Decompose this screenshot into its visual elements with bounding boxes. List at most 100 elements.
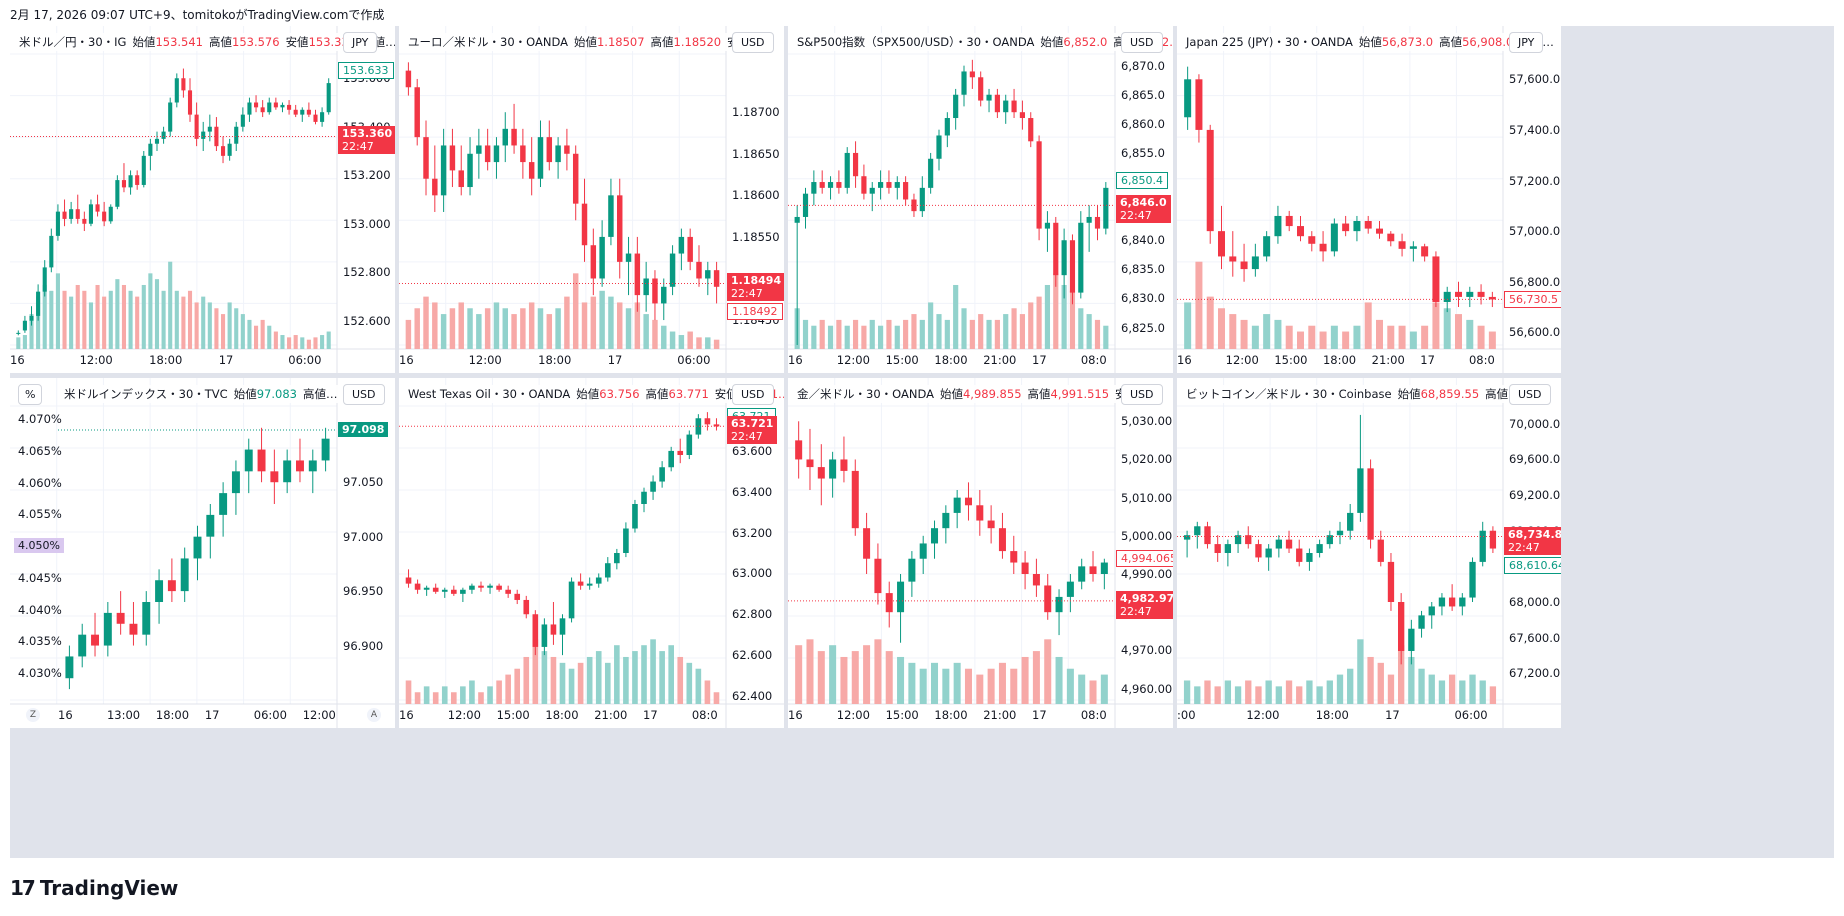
x-axis-label: 18:00 <box>545 708 579 722</box>
chart-canvas-wti <box>399 378 784 728</box>
volume-bar <box>568 668 575 704</box>
chart-title[interactable]: ビットコイン／米ドル・30・Coinbase 始値68,859.55 高値… <box>1184 385 1522 403</box>
chart-panel-eurusd[interactable]: ユーロ／米ドル・30・OANDA始値1.18507高値1.18520安値…USD… <box>399 26 784 373</box>
candle-body <box>423 137 429 179</box>
volume-bar <box>1204 680 1211 704</box>
volume-bar <box>919 668 927 704</box>
x-axis-label: 12:00 <box>836 708 870 722</box>
candle-body <box>247 102 252 115</box>
candle-body <box>432 587 439 592</box>
candle-body <box>1398 241 1406 249</box>
x-axis-label: 17 <box>643 708 658 722</box>
currency-button[interactable]: JPY <box>1509 32 1544 53</box>
volume-bar <box>964 668 972 704</box>
volume-bar <box>414 692 421 704</box>
volume-bar <box>1330 325 1338 349</box>
candle-body <box>1347 512 1354 531</box>
volume-bar <box>608 296 614 349</box>
candle-body <box>1376 228 1383 234</box>
x-axis-label: 16 <box>58 708 73 722</box>
volume-bar <box>953 284 959 349</box>
volume-bar <box>1184 302 1192 349</box>
currency-button[interactable]: USD <box>343 384 385 405</box>
volume-bar <box>541 651 548 704</box>
percent-scale-button[interactable]: % <box>18 384 43 405</box>
candle-body <box>75 209 80 219</box>
currency-button[interactable]: USD <box>732 384 774 405</box>
volume-bar <box>1032 651 1040 704</box>
candle-body <box>661 286 667 304</box>
chart-title[interactable]: 米ドル／円・30・IG 始値153.541 高値153.576 安値153.338 終値… <box>17 33 395 51</box>
candle-body <box>869 187 875 194</box>
candle-body <box>1251 256 1259 270</box>
y-axis-label: 153.000 <box>343 216 391 231</box>
candle-body <box>878 182 884 188</box>
candle-body <box>441 589 448 592</box>
currency-button[interactable]: USD <box>1509 384 1551 405</box>
chart-panel-gold[interactable]: 金／米ドル・30・OANDA始値4,989.855高値4,991.515安値…U… <box>788 378 1173 728</box>
candle-body <box>840 459 848 471</box>
chart-panel-wti[interactable]: West Texas Oil・30・OANDA 始値63.756 高値63.771 安… <box>399 378 784 728</box>
volume-bar <box>851 651 859 704</box>
candle-body <box>1443 291 1451 302</box>
zoom-button[interactable]: Z <box>26 708 40 722</box>
chart-title[interactable]: Japan 225 (JPY)・30・OANDA 始値56,873.0 高値56,9… <box>1184 33 1556 51</box>
volume-bar <box>1297 331 1304 349</box>
x-axis-label: 15:00 <box>885 353 919 367</box>
candle-body <box>978 77 984 101</box>
price-tag: 4,994.065 <box>1116 550 1173 568</box>
chart-title[interactable]: S&P500指数（SPX500/USD）・30・OANDA始値6,852.0高値… <box>795 33 1173 51</box>
candle-body <box>293 109 298 115</box>
candle-body <box>836 182 842 188</box>
chart-panel-jp225[interactable]: Japan 225 (JPY)・30・OANDA 始値56,873.0 高値56,9… <box>1177 26 1561 373</box>
x-axis-label: 16 <box>788 353 803 367</box>
volume-bar <box>928 302 934 349</box>
candle-body <box>829 459 837 479</box>
candle-body <box>484 145 491 163</box>
candle-body <box>306 109 311 115</box>
price-tag-value: 4,994.065 <box>1121 552 1173 566</box>
volume-bar <box>1194 686 1201 704</box>
volume-bar <box>1240 319 1248 349</box>
chart-title[interactable]: 米ドルインデックス・30・TVC 始値97.083 高値… <box>62 385 340 403</box>
volume-bar <box>227 302 232 349</box>
title-h-label: 高値 <box>1027 387 1051 401</box>
candle-body <box>528 162 535 179</box>
chart-title[interactable]: 金／米ドル・30・OANDA始値4,989.855高値4,991.515安値… <box>795 385 1152 403</box>
volume-bar <box>1306 680 1313 704</box>
chart-panel-usdjpy[interactable]: 米ドル／円・30・IG 始値153.541 高値153.576 安値153.338 終値… <box>10 26 395 373</box>
volume-bar <box>1044 284 1051 349</box>
chart-panel-spx[interactable]: S&P500指数（SPX500/USD）・30・OANDA始値6,852.0高値… <box>788 26 1173 373</box>
volume-bar <box>1218 308 1225 349</box>
y-left-axis-label: 4.030% <box>18 666 62 681</box>
candle-body <box>696 261 702 279</box>
y-axis-label: 57,200.0 <box>1509 173 1561 188</box>
volume-bar <box>852 319 859 349</box>
volume-bar <box>1432 302 1440 349</box>
y-left-axis-label: 4.035% <box>18 634 62 649</box>
y-axis-label: 152.600 <box>343 313 391 328</box>
currency-button[interactable]: USD <box>732 32 774 53</box>
title-o: 6,852.0 <box>1063 35 1108 49</box>
volume-bar <box>194 302 199 349</box>
candle-body <box>1066 581 1074 597</box>
candle-body <box>1418 615 1425 629</box>
chart-title[interactable]: ユーロ／米ドル・30・OANDA始値1.18507高値1.18520安値… <box>406 33 764 51</box>
y-axis-label: 96.950 <box>343 584 384 599</box>
candle-body <box>520 145 526 163</box>
currency-button[interactable]: USD <box>1121 32 1163 53</box>
chart-panel-dxy[interactable]: 米ドルインデックス・30・TVC 始値97.083 高値… USD 97.050 97.0… <box>10 378 395 728</box>
chart-title[interactable]: West Texas Oil・30・OANDA 始値63.756 高値63.771 安… <box>406 385 784 403</box>
candle-body <box>590 245 597 279</box>
volume-bar <box>1061 284 1067 349</box>
currency-button[interactable]: USD <box>1121 384 1163 405</box>
auto-scale-button[interactable]: A <box>367 708 381 722</box>
currency-button[interactable]: JPY <box>343 32 378 53</box>
volume-bar <box>586 656 593 704</box>
title-name: S&P500指数（SPX500/USD）・30・OANDA <box>797 35 1035 49</box>
candle-body <box>1214 544 1221 553</box>
chart-panel-btc[interactable]: ビットコイン／米ドル・30・Coinbase 始値68,859.55 高値… USD 7… <box>1177 378 1561 728</box>
candle-body <box>180 558 189 592</box>
x-axis-label: 06:00 <box>253 708 287 722</box>
candle-body <box>141 155 146 185</box>
